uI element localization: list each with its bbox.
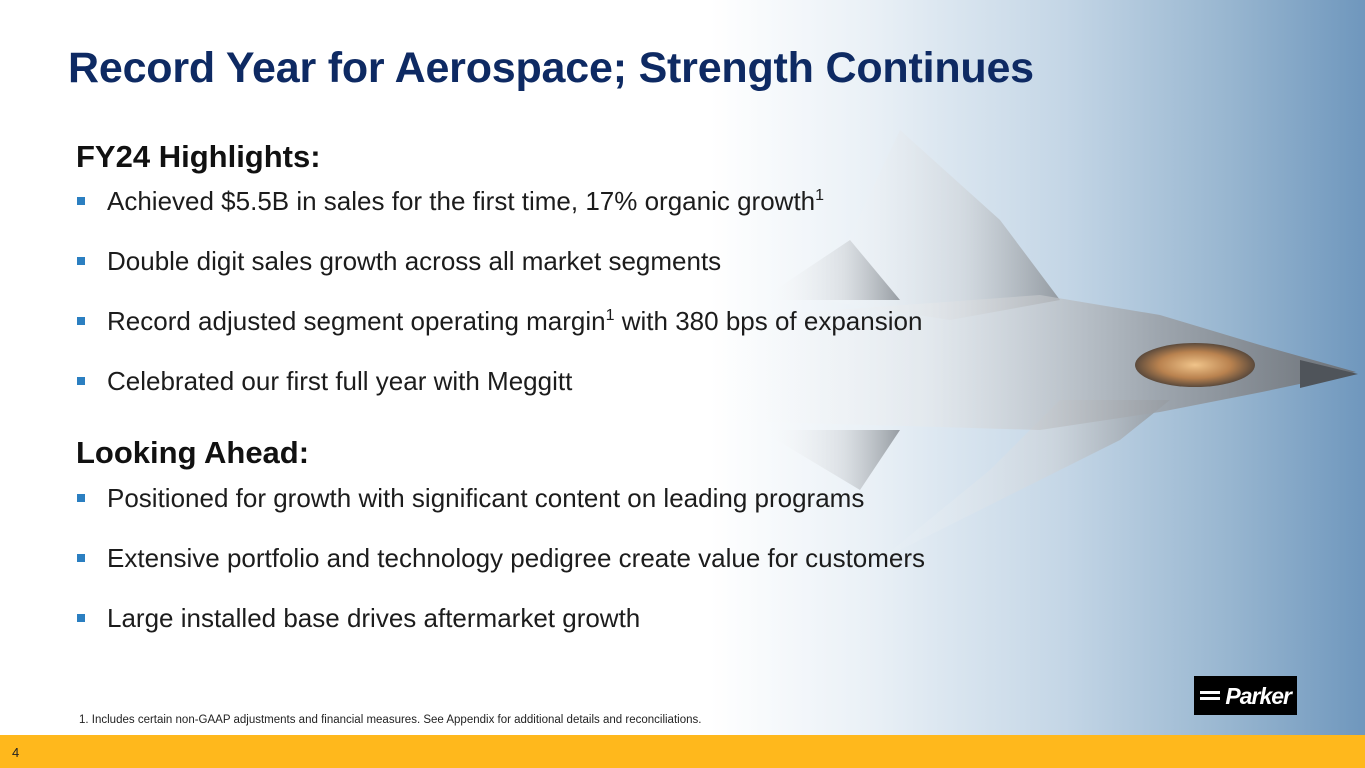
page-number: 4 <box>12 745 20 760</box>
highlights-heading: FY24 Highlights: <box>76 139 321 174</box>
bullet-square-icon <box>77 197 85 205</box>
bullet-square-icon <box>77 257 85 265</box>
bullet-square-icon <box>77 494 85 502</box>
parker-logo: Parker <box>1194 676 1297 715</box>
bullet-square-icon <box>77 317 85 325</box>
bullet-square-icon <box>77 377 85 385</box>
footer-bar: 4 <box>0 735 1365 768</box>
slide-title: Record Year for Aerospace; Strength Cont… <box>68 44 1034 92</box>
bullet-square-icon <box>77 614 85 622</box>
footnote-ref: 1 <box>815 187 825 204</box>
footnote-ref: 1 <box>605 307 615 324</box>
footnote: 1. Includes certain non-GAAP adjustments… <box>79 714 702 726</box>
looking-ahead-heading: Looking Ahead: <box>76 435 310 470</box>
bullet-square-icon <box>77 554 85 562</box>
